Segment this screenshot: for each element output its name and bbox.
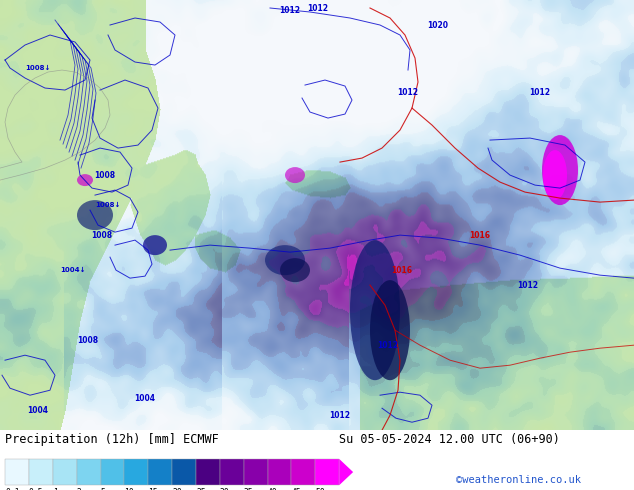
Text: 1008: 1008 [91, 231, 113, 240]
Text: 0.5: 0.5 [29, 488, 44, 490]
Text: 1008: 1008 [94, 171, 115, 180]
Text: 45: 45 [292, 488, 301, 490]
Text: 1012: 1012 [529, 88, 550, 97]
Bar [101, 459, 124, 485]
Text: 1008↓: 1008↓ [95, 202, 120, 208]
Ellipse shape [543, 150, 567, 200]
Bar [172, 459, 196, 485]
Bar [5, 459, 29, 485]
Ellipse shape [542, 135, 578, 205]
Text: 10: 10 [124, 488, 134, 490]
Ellipse shape [280, 258, 310, 282]
Text: 1008↓: 1008↓ [25, 65, 51, 71]
Text: 1004↓: 1004↓ [60, 267, 86, 273]
Bar [243, 459, 268, 485]
Ellipse shape [285, 167, 305, 183]
Bar [29, 459, 53, 485]
Text: 1008: 1008 [77, 336, 98, 344]
Text: 1012: 1012 [377, 341, 399, 350]
Text: 1012: 1012 [517, 281, 538, 290]
Text: 35: 35 [243, 488, 254, 490]
Text: 5: 5 [101, 488, 105, 490]
Text: 40: 40 [268, 488, 277, 490]
Text: Su 05-05-2024 12.00 UTC (06+90): Su 05-05-2024 12.00 UTC (06+90) [339, 433, 560, 446]
Text: 50: 50 [315, 488, 325, 490]
Bar [124, 459, 148, 485]
Bar [53, 459, 77, 485]
Ellipse shape [77, 200, 113, 230]
Ellipse shape [143, 235, 167, 255]
Text: 25: 25 [196, 488, 206, 490]
Bar [268, 459, 292, 485]
Text: 1016: 1016 [392, 266, 413, 274]
Ellipse shape [370, 280, 410, 380]
Bar [220, 459, 243, 485]
Ellipse shape [77, 174, 93, 186]
Text: Precipitation (12h) [mm] ECMWF: Precipitation (12h) [mm] ECMWF [5, 433, 219, 446]
Text: 2: 2 [77, 488, 82, 490]
Bar [292, 459, 315, 485]
Text: 1012: 1012 [280, 5, 301, 15]
Text: ©weatheronline.co.uk: ©weatheronline.co.uk [456, 475, 581, 485]
Text: 1016: 1016 [470, 231, 491, 240]
Text: 1012: 1012 [398, 88, 418, 97]
Text: 20: 20 [172, 488, 182, 490]
Text: 30: 30 [220, 488, 230, 490]
Ellipse shape [265, 245, 305, 275]
Bar [148, 459, 172, 485]
Bar [77, 459, 101, 485]
Text: 1: 1 [53, 488, 58, 490]
Polygon shape [339, 459, 353, 485]
Text: 1012: 1012 [307, 3, 328, 13]
Ellipse shape [350, 240, 400, 380]
Text: 1004: 1004 [134, 393, 155, 403]
Text: 1012: 1012 [330, 411, 351, 420]
Bar [315, 459, 339, 485]
Bar [196, 459, 220, 485]
Text: 0.1: 0.1 [5, 488, 20, 490]
Text: 1020: 1020 [427, 21, 448, 29]
Text: 1004: 1004 [27, 406, 48, 415]
Text: 15: 15 [148, 488, 158, 490]
